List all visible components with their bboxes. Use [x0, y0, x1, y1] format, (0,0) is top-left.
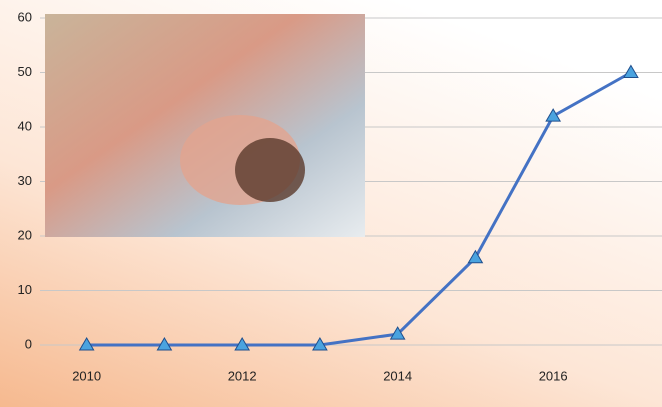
marker [545, 108, 562, 122]
marker [312, 337, 328, 351]
marker [623, 64, 639, 78]
y-tick-label: 50 [18, 64, 32, 79]
y-tick-label: 30 [18, 173, 32, 188]
x-tick-label: 2012 [228, 368, 257, 383]
marker [389, 326, 406, 340]
marker [78, 337, 95, 351]
marker [467, 249, 484, 264]
marker [234, 337, 251, 351]
x-tick-label: 2014 [383, 368, 412, 383]
photo [45, 14, 365, 237]
y-tick-label: 10 [18, 282, 32, 297]
x-tick-label: 2016 [539, 368, 568, 383]
y-tick-label: 0 [25, 336, 32, 351]
y-tick-label: 20 [18, 227, 32, 242]
marker [156, 337, 173, 351]
x-tick-label: 2010 [72, 368, 101, 383]
y-tick-label: 40 [18, 118, 32, 133]
y-tick-label: 60 [18, 9, 32, 24]
line [86, 71, 632, 347]
